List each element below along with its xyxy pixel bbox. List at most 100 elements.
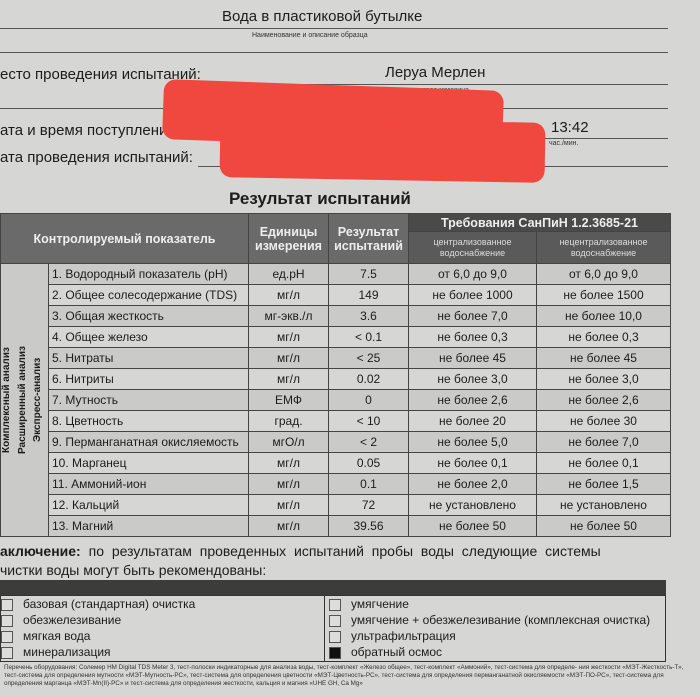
redaction (219, 117, 546, 183)
recommendation-option[interactable]: умягчение (329, 596, 650, 612)
place-label: есто проведения испытаний: (0, 66, 201, 83)
place-value: Леруа Мерлен (385, 64, 486, 81)
table-row: 9. Перманганатная окисляемость мгО/л < 2… (1, 431, 671, 453)
col-requirements: Требования СанПиН 1.2.3685-21 (408, 213, 671, 232)
unit: мг/л (248, 326, 329, 348)
option-label: мягкая вода (23, 629, 91, 643)
result-value: 0.02 (328, 368, 409, 390)
checkbox[interactable] (329, 630, 341, 643)
table-row: 10. Марганец мг/л 0.05 не более 0,1 не б… (1, 452, 671, 474)
table-row: 13. Магний мг/л 39.56 не более 50 не бол… (1, 515, 671, 537)
table-row: 8. Цветность град. < 10 не более 20 не б… (1, 410, 671, 432)
checkbox[interactable] (1, 614, 13, 627)
indicator-name: 9. Перманганатная окисляемость (48, 431, 249, 453)
checkbox[interactable] (1, 646, 13, 659)
central-requirement: не более 5,0 (408, 431, 537, 453)
unit: ЕМФ (248, 389, 329, 411)
table-row: 5. Нитраты мг/л < 25 не более 45 не боле… (1, 347, 671, 369)
central-requirement: не более 2,0 (408, 473, 537, 495)
unit: мг/л (248, 368, 329, 390)
unit: мг/л (248, 284, 329, 306)
col-result: Результат испытаний (328, 213, 409, 264)
central-requirement: не более 0,1 (408, 452, 537, 474)
table-row: Комплексный анализ Расширенный анализ Эк… (0, 263, 671, 537)
result-value: < 10 (328, 410, 409, 432)
central-requirement: не более 45 (408, 347, 537, 369)
group-express: Экспресс-анализ (32, 357, 44, 443)
unit: мгО/л (248, 431, 329, 453)
checkbox[interactable] (329, 646, 341, 659)
analysis-groups: Комплексный анализ Расширенный анализ Эк… (0, 263, 49, 537)
table-row: 7. Мутность ЕМФ 0 не более 2,6 не более … (1, 389, 671, 411)
table-row: 6. Нитриты мг/л 0.02 не более 3,0 не бол… (1, 368, 671, 390)
recommendation-option[interactable]: обратный осмос (329, 644, 650, 660)
group-extended: Расширенный анализ (16, 346, 28, 454)
checkbox[interactable] (1, 630, 13, 643)
central-requirement: не более 50 (408, 515, 537, 537)
central-requirement: не более 7,0 (408, 305, 537, 327)
result-value: 3.6 (328, 305, 409, 327)
col-decentral: нецентрализованное водоснабжение (536, 231, 671, 264)
indicator-name: 8. Цветность (48, 410, 249, 432)
conclusion-text: по результатам проведенных испытаний про… (88, 543, 601, 559)
received-label: ата и время поступления обр (0, 122, 205, 139)
indicator-name: 6. Нитриты (48, 368, 249, 390)
indicator-name: 5. Нитраты (48, 347, 249, 369)
indicator-name: 13. Магний (48, 515, 249, 537)
result-value: 7.5 (328, 263, 409, 285)
results-table: Контролируемый показатель Единицы измере… (0, 213, 671, 537)
indicator-name: 2. Общее солесодержание (TDS) (48, 284, 249, 306)
option-label: базовая (стандартная) очистка (23, 597, 196, 611)
decentral-requirement: не более 1,5 (536, 473, 671, 495)
decentral-requirement: не более 3,0 (536, 368, 671, 390)
option-label: обезжелезивание (23, 613, 122, 627)
result-value: 0.05 (328, 452, 409, 474)
table-row: 2. Общее солесодержание (TDS) мг/л 149 н… (1, 284, 671, 306)
results-title: Результат испытаний (229, 189, 411, 208)
indicator-name: 1. Водородный показатель (pH) (48, 263, 249, 285)
central-requirement: от 6,0 до 9,0 (408, 263, 537, 285)
decentral-requirement: не более 0,1 (536, 452, 671, 474)
result-value: < 2 (328, 431, 409, 453)
group-complex: Комплексный анализ (1, 347, 13, 453)
indicator-name: 10. Марганец (48, 452, 249, 474)
unit: ед.pH (248, 263, 329, 285)
recommendation-option[interactable]: минерализация (1, 644, 195, 660)
unit: мг/л (248, 515, 329, 537)
recommendation-option[interactable]: обезжелезивание (1, 612, 195, 628)
options-box: базовая (стандартная) очистка обезжелезив… (0, 595, 666, 662)
table-row: 4. Общее железо мг/л < 0.1 не более 0,3 … (1, 326, 671, 348)
option-label: умягчение + обезжелезивание (комплексная… (351, 613, 651, 627)
result-value: 39.56 (328, 515, 409, 537)
recommendation-option[interactable]: базовая (стандартная) очистка (1, 596, 195, 612)
checkbox[interactable] (329, 614, 341, 627)
col-central: централизованное водоснабжение (408, 231, 537, 264)
sample-caption: Наименование и описание образца (252, 32, 368, 39)
col-units: Единицы измерения (248, 213, 329, 264)
decentral-requirement: не более 1500 (536, 284, 671, 306)
checkbox[interactable] (329, 598, 341, 611)
option-label: обратный осмос (351, 645, 443, 659)
decentral-requirement: не более 45 (536, 347, 671, 369)
recommendation-option[interactable]: мягкая вода (1, 628, 195, 644)
indicator-name: 7. Мутность (48, 389, 249, 411)
central-requirement: не более 1000 (408, 284, 537, 306)
central-requirement: не установлено (408, 494, 537, 516)
indicator-name: 12. Кальций (48, 494, 249, 516)
unit: мг/л (248, 347, 329, 369)
option-label: умягчение (351, 597, 409, 611)
result-value: < 25 (328, 347, 409, 369)
time-value: 13:42 (551, 119, 589, 136)
recommendation-option[interactable]: умягчение + обезжелезивание (комплексная… (329, 612, 650, 628)
table-row: 12. Кальций мг/л 72 не установлено не ус… (1, 494, 671, 516)
recommendation-option[interactable]: ультрафильтрация (329, 628, 650, 644)
central-requirement: не более 0,3 (408, 326, 537, 348)
decentral-requirement: не более 7,0 (536, 431, 671, 453)
decentral-requirement: не более 50 (536, 515, 671, 537)
decentral-requirement: не более 0,3 (536, 326, 671, 348)
decentral-requirement: не более 2,6 (536, 389, 671, 411)
decentral-requirement: не более 30 (536, 410, 671, 432)
checkbox[interactable] (1, 598, 13, 611)
decentral-requirement: не более 10,0 (536, 305, 671, 327)
central-requirement: не более 2,6 (408, 389, 537, 411)
